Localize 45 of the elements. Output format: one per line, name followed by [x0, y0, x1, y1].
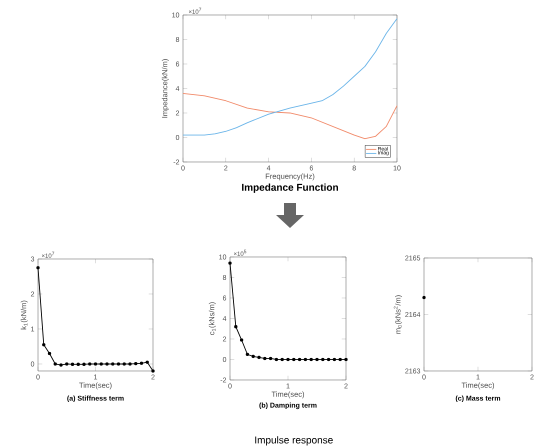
point: [59, 363, 63, 367]
point: [240, 338, 244, 342]
point: [105, 362, 109, 366]
point: [134, 362, 138, 366]
point: [280, 358, 284, 362]
point: [321, 358, 324, 362]
point: [304, 358, 308, 362]
point: [326, 358, 330, 362]
text: Impulse response: [255, 436, 333, 446]
point: [344, 358, 348, 362]
point: [76, 362, 80, 366]
point: [36, 266, 40, 270]
point: [65, 362, 68, 366]
text: Impedance Function: [242, 184, 338, 193]
line-series: [182, 18, 398, 136]
point: [94, 362, 98, 366]
point: [128, 362, 132, 366]
point: [151, 369, 155, 373]
point: [140, 362, 144, 365]
point: [122, 362, 126, 366]
point: [315, 358, 319, 362]
point: [310, 358, 313, 362]
point: [88, 362, 92, 366]
point: [246, 352, 250, 356]
point: [100, 362, 103, 366]
point: [298, 358, 302, 362]
point: [48, 352, 52, 356]
point: [338, 358, 342, 362]
point: [286, 358, 290, 362]
point: [268, 356, 272, 360]
point: [332, 358, 336, 362]
point: [263, 356, 266, 360]
point: [274, 358, 278, 362]
point: [234, 325, 238, 328]
point: [228, 261, 232, 265]
point: [54, 362, 57, 366]
point: [116, 362, 120, 366]
point: [257, 356, 261, 360]
point: [42, 343, 46, 346]
point: [111, 362, 114, 366]
point: [70, 362, 74, 366]
point: [292, 358, 296, 362]
point: [82, 362, 86, 366]
point: [146, 360, 149, 364]
point: [252, 354, 255, 358]
